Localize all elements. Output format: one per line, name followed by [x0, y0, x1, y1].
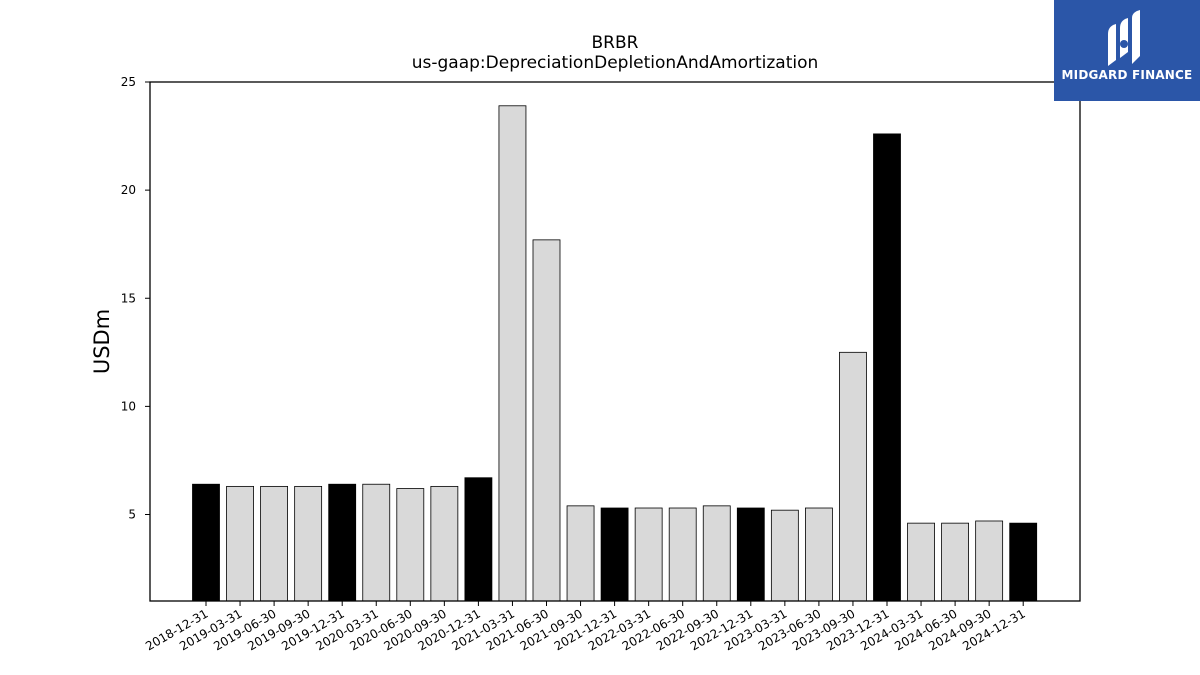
- bar-2022-09-30: [702, 505, 731, 602]
- bar-2022-03-31: [634, 507, 663, 602]
- bar-2019-06-30: [260, 485, 289, 602]
- bar-2021-12-31: [600, 507, 629, 602]
- bar-2020-09-30: [430, 485, 459, 602]
- bar-2019-12-31: [328, 483, 357, 602]
- bar-2024-09-30: [975, 520, 1004, 602]
- bar-2023-06-30: [805, 507, 833, 602]
- y-tick-label: 15: [121, 291, 136, 305]
- plot-frame: [149, 81, 1081, 602]
- bar-2019-09-30: [294, 485, 323, 602]
- bar-2024-06-30: [941, 522, 969, 602]
- bar-2018-12-31: [192, 483, 220, 602]
- y-tick-label: 20: [121, 183, 136, 197]
- bar-2024-12-31: [1009, 522, 1038, 602]
- chart-title: BRBR: [592, 33, 639, 53]
- logo-text: MIDGARD FINANCE: [1061, 68, 1193, 82]
- bar-2021-09-30: [566, 505, 595, 602]
- y-tick-label: 25: [121, 75, 136, 89]
- y-tick-label: 5: [128, 508, 136, 522]
- chart-subtitle: us-gaap:DepreciationDepletionAndAmortiza…: [412, 53, 819, 73]
- bar-2020-03-31: [362, 483, 391, 602]
- logo-mark-icon: [1108, 10, 1140, 66]
- bar-2023-03-31: [770, 509, 799, 602]
- bar-2021-06-30: [532, 239, 561, 602]
- bar-2022-06-30: [668, 507, 697, 602]
- bar-2021-03-31: [498, 105, 527, 602]
- y-axis: 5 10 15 20 25: [121, 75, 150, 522]
- bar-2022-12-31: [736, 507, 765, 602]
- bar-2019-03-31: [226, 485, 254, 602]
- bars-group: [192, 105, 1038, 602]
- bar-2020-12-31: [464, 477, 493, 602]
- bar-2024-03-31: [907, 522, 935, 602]
- bar-2023-09-30: [839, 351, 867, 602]
- y-axis-label: USDm: [90, 309, 114, 374]
- bar-2020-06-30: [396, 488, 425, 602]
- bar-2023-12-31: [873, 133, 901, 602]
- midgard-finance-logo: MIDGARD FINANCE: [1054, 0, 1200, 101]
- x-axis: 2018-12-312019-03-312019-06-302019-09-30…: [143, 601, 1028, 653]
- y-tick-label: 10: [121, 399, 136, 413]
